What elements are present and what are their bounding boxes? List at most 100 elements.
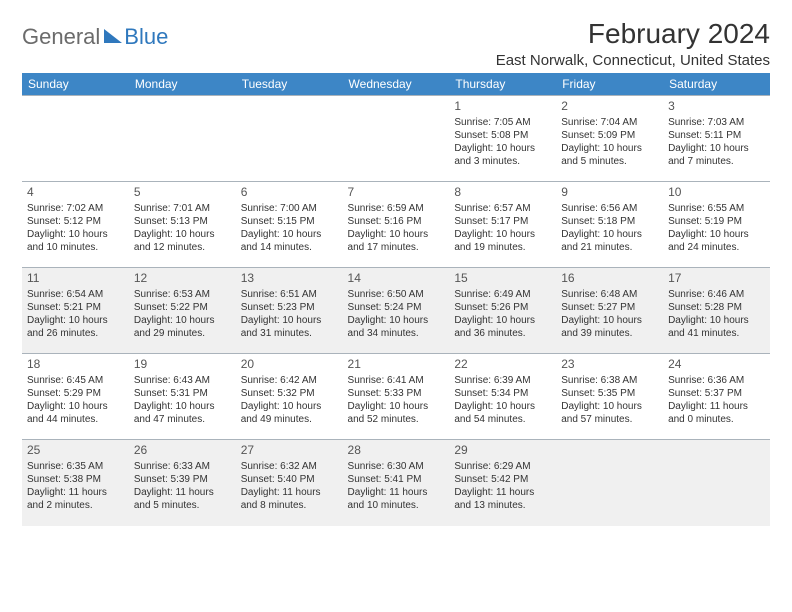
title-block: February 2024 East Norwalk, Connecticut,… [496, 18, 770, 69]
day-number: 27 [241, 443, 338, 459]
daylight-text: Daylight: 10 hours and 21 minutes. [561, 228, 658, 254]
calendar-day-cell: 5Sunrise: 7:01 AMSunset: 5:13 PMDaylight… [129, 182, 236, 268]
daylight-text: Daylight: 10 hours and 3 minutes. [454, 142, 551, 168]
daylight-text: Daylight: 10 hours and 29 minutes. [134, 314, 231, 340]
location-text: East Norwalk, Connecticut, United States [496, 52, 770, 69]
sunrise-text: Sunrise: 6:59 AM [348, 202, 445, 215]
calendar-day-cell [22, 96, 129, 182]
daylight-text: Daylight: 10 hours and 19 minutes. [454, 228, 551, 254]
calendar-day-cell: 10Sunrise: 6:55 AMSunset: 5:19 PMDayligh… [663, 182, 770, 268]
calendar-column-header: Sunday [22, 73, 129, 96]
sunrise-text: Sunrise: 6:39 AM [454, 374, 551, 387]
sunrise-text: Sunrise: 6:57 AM [454, 202, 551, 215]
daylight-text: Daylight: 10 hours and 44 minutes. [27, 400, 124, 426]
sunset-text: Sunset: 5:12 PM [27, 215, 124, 228]
daylight-text: Daylight: 10 hours and 36 minutes. [454, 314, 551, 340]
calendar-table: SundayMondayTuesdayWednesdayThursdayFrid… [22, 73, 770, 526]
sunset-text: Sunset: 5:16 PM [348, 215, 445, 228]
sunset-text: Sunset: 5:42 PM [454, 473, 551, 486]
sunrise-text: Sunrise: 6:42 AM [241, 374, 338, 387]
sunset-text: Sunset: 5:31 PM [134, 387, 231, 400]
day-number: 10 [668, 185, 765, 201]
calendar-body: 1Sunrise: 7:05 AMSunset: 5:08 PMDaylight… [22, 96, 770, 526]
calendar-day-cell: 20Sunrise: 6:42 AMSunset: 5:32 PMDayligh… [236, 354, 343, 440]
sunrise-text: Sunrise: 6:50 AM [348, 288, 445, 301]
calendar-day-cell: 28Sunrise: 6:30 AMSunset: 5:41 PMDayligh… [343, 440, 450, 526]
calendar-week-row: 25Sunrise: 6:35 AMSunset: 5:38 PMDayligh… [22, 440, 770, 526]
sunset-text: Sunset: 5:37 PM [668, 387, 765, 400]
sunset-text: Sunset: 5:15 PM [241, 215, 338, 228]
sunrise-text: Sunrise: 6:53 AM [134, 288, 231, 301]
header: General Blue February 2024 East Norwalk,… [22, 18, 770, 69]
day-number: 26 [134, 443, 231, 459]
calendar-day-cell: 9Sunrise: 6:56 AMSunset: 5:18 PMDaylight… [556, 182, 663, 268]
day-number: 24 [668, 357, 765, 373]
sunset-text: Sunset: 5:26 PM [454, 301, 551, 314]
calendar-day-cell: 18Sunrise: 6:45 AMSunset: 5:29 PMDayligh… [22, 354, 129, 440]
day-number: 28 [348, 443, 445, 459]
day-number: 20 [241, 357, 338, 373]
sunset-text: Sunset: 5:17 PM [454, 215, 551, 228]
sunrise-text: Sunrise: 6:29 AM [454, 460, 551, 473]
calendar-day-cell: 29Sunrise: 6:29 AMSunset: 5:42 PMDayligh… [449, 440, 556, 526]
calendar-day-cell: 25Sunrise: 6:35 AMSunset: 5:38 PMDayligh… [22, 440, 129, 526]
day-number: 15 [454, 271, 551, 287]
day-number: 1 [454, 99, 551, 115]
daylight-text: Daylight: 10 hours and 34 minutes. [348, 314, 445, 340]
sunset-text: Sunset: 5:13 PM [134, 215, 231, 228]
daylight-text: Daylight: 11 hours and 8 minutes. [241, 486, 338, 512]
daylight-text: Daylight: 10 hours and 52 minutes. [348, 400, 445, 426]
calendar-column-header: Monday [129, 73, 236, 96]
daylight-text: Daylight: 11 hours and 5 minutes. [134, 486, 231, 512]
sunset-text: Sunset: 5:41 PM [348, 473, 445, 486]
sunset-text: Sunset: 5:34 PM [454, 387, 551, 400]
daylight-text: Daylight: 10 hours and 14 minutes. [241, 228, 338, 254]
calendar-week-row: 1Sunrise: 7:05 AMSunset: 5:08 PMDaylight… [22, 96, 770, 182]
calendar-day-cell [343, 96, 450, 182]
sunset-text: Sunset: 5:39 PM [134, 473, 231, 486]
sunrise-text: Sunrise: 6:32 AM [241, 460, 338, 473]
calendar-day-cell [663, 440, 770, 526]
calendar-header-row: SundayMondayTuesdayWednesdayThursdayFrid… [22, 73, 770, 96]
calendar-day-cell: 16Sunrise: 6:48 AMSunset: 5:27 PMDayligh… [556, 268, 663, 354]
calendar-day-cell: 26Sunrise: 6:33 AMSunset: 5:39 PMDayligh… [129, 440, 236, 526]
calendar-day-cell: 15Sunrise: 6:49 AMSunset: 5:26 PMDayligh… [449, 268, 556, 354]
sunset-text: Sunset: 5:11 PM [668, 129, 765, 142]
calendar-day-cell: 1Sunrise: 7:05 AMSunset: 5:08 PMDaylight… [449, 96, 556, 182]
calendar-day-cell: 13Sunrise: 6:51 AMSunset: 5:23 PMDayligh… [236, 268, 343, 354]
sunrise-text: Sunrise: 7:03 AM [668, 116, 765, 129]
sunrise-text: Sunrise: 6:56 AM [561, 202, 658, 215]
sunrise-text: Sunrise: 6:30 AM [348, 460, 445, 473]
calendar-day-cell: 19Sunrise: 6:43 AMSunset: 5:31 PMDayligh… [129, 354, 236, 440]
daylight-text: Daylight: 10 hours and 54 minutes. [454, 400, 551, 426]
day-number: 2 [561, 99, 658, 115]
sunrise-text: Sunrise: 7:05 AM [454, 116, 551, 129]
daylight-text: Daylight: 10 hours and 17 minutes. [348, 228, 445, 254]
sunrise-text: Sunrise: 6:49 AM [454, 288, 551, 301]
calendar-day-cell: 21Sunrise: 6:41 AMSunset: 5:33 PMDayligh… [343, 354, 450, 440]
sunset-text: Sunset: 5:28 PM [668, 301, 765, 314]
day-number: 22 [454, 357, 551, 373]
day-number: 6 [241, 185, 338, 201]
day-number: 9 [561, 185, 658, 201]
daylight-text: Daylight: 11 hours and 0 minutes. [668, 400, 765, 426]
calendar-day-cell: 27Sunrise: 6:32 AMSunset: 5:40 PMDayligh… [236, 440, 343, 526]
day-number: 23 [561, 357, 658, 373]
calendar-column-header: Friday [556, 73, 663, 96]
calendar-day-cell: 6Sunrise: 7:00 AMSunset: 5:15 PMDaylight… [236, 182, 343, 268]
calendar-day-cell: 17Sunrise: 6:46 AMSunset: 5:28 PMDayligh… [663, 268, 770, 354]
sunrise-text: Sunrise: 6:38 AM [561, 374, 658, 387]
daylight-text: Daylight: 11 hours and 13 minutes. [454, 486, 551, 512]
day-number: 14 [348, 271, 445, 287]
calendar-day-cell [236, 96, 343, 182]
day-number: 11 [27, 271, 124, 287]
calendar-column-header: Wednesday [343, 73, 450, 96]
sunset-text: Sunset: 5:18 PM [561, 215, 658, 228]
sunrise-text: Sunrise: 6:46 AM [668, 288, 765, 301]
daylight-text: Daylight: 10 hours and 12 minutes. [134, 228, 231, 254]
logo-triangle-icon [104, 29, 122, 43]
calendar-day-cell [556, 440, 663, 526]
sunset-text: Sunset: 5:33 PM [348, 387, 445, 400]
sunrise-text: Sunrise: 6:43 AM [134, 374, 231, 387]
daylight-text: Daylight: 11 hours and 10 minutes. [348, 486, 445, 512]
